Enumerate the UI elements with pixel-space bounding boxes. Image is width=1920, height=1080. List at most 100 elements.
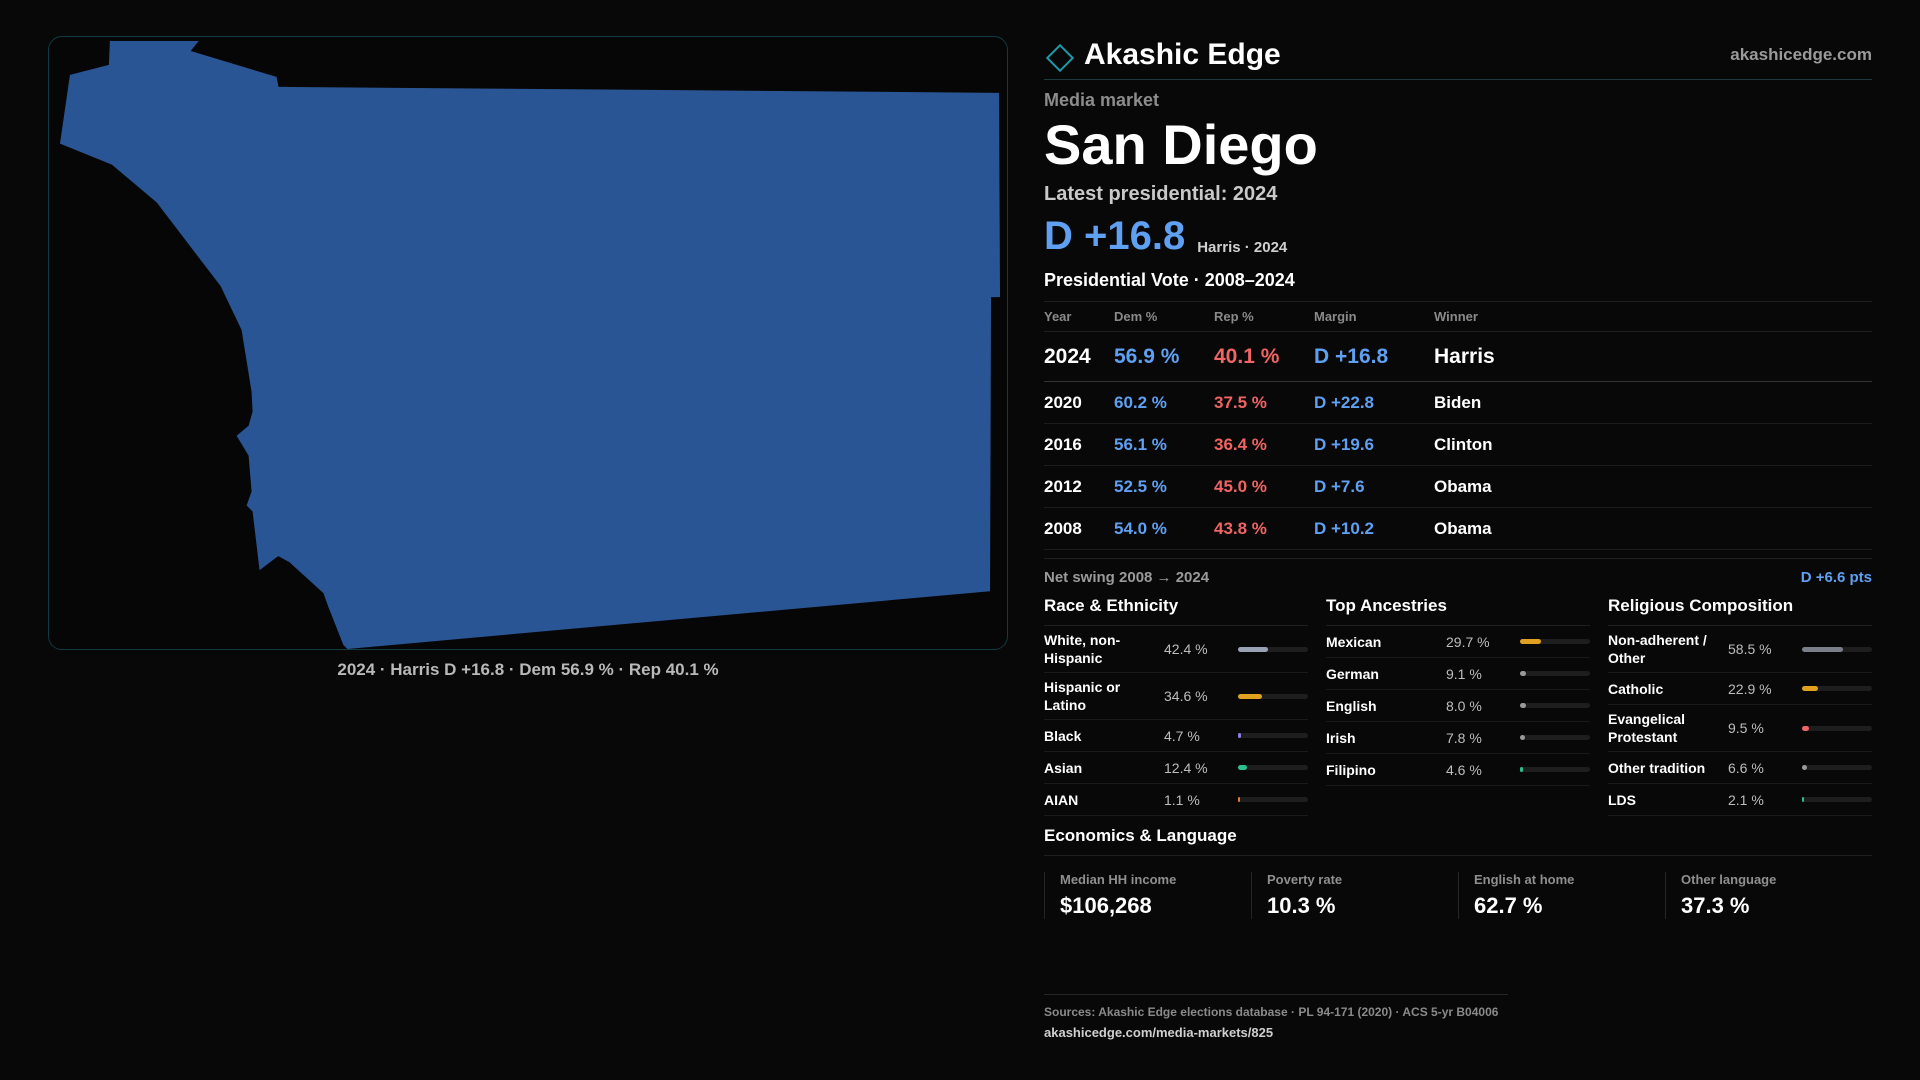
item-label: Filipino (1326, 761, 1376, 778)
diamond-icon (1045, 43, 1075, 72)
item-value: 29.7 % (1446, 633, 1490, 650)
item-bar (1238, 646, 1308, 652)
cell-margin: D +22.8 (1314, 381, 1434, 424)
item-label: White, non-Hispanic (1044, 632, 1121, 666)
item-bar (1802, 765, 1872, 770)
item-bar (1802, 797, 1872, 802)
item-value: 34.6 % (1164, 688, 1208, 704)
headline-margin-value: D +16.8 (1044, 214, 1186, 258)
item-bar-fill (1238, 765, 1247, 770)
item-bar-fill (1802, 646, 1843, 652)
cell-rep: 37.5 % (1214, 381, 1314, 424)
market-shape[interactable] (59, 40, 1001, 649)
item-bar-fill (1802, 686, 1818, 691)
cell-margin: D +7.6 (1314, 465, 1434, 508)
table-row: 2020 60.2 % 37.5 % D +22.8 Biden (1044, 381, 1872, 424)
brand-name: Akashic Edge (1084, 37, 1281, 71)
item-bar (1238, 733, 1308, 738)
cell-rep: 43.8 % (1214, 507, 1314, 550)
list-item: Evangelical Protestant 9.5 % (1608, 705, 1872, 752)
item-value: 6.6 % (1728, 759, 1764, 776)
stat-poverty-rate: Poverty rate 10.3 % (1251, 872, 1458, 919)
religion-title: Religious Composition (1608, 596, 1872, 626)
item-bar (1520, 735, 1590, 740)
ancestry-section: Top Ancestries Mexican 29.7 % German 9.1… (1326, 596, 1590, 816)
table-row: 2016 56.1 % 36.4 % D +19.6 Clinton (1044, 423, 1872, 466)
item-bar (1238, 765, 1308, 770)
headline-margin-sub: Harris · 2024 (1197, 239, 1288, 256)
info-panel: Akashic Edge akashicedge.com Media marke… (1044, 30, 1872, 919)
market-map[interactable] (49, 37, 1007, 649)
list-item: Mexican 29.7 % (1326, 626, 1590, 658)
cell-winner: Biden (1434, 381, 1872, 424)
cell-dem: 60.2 % (1114, 381, 1214, 424)
item-label: Mexican (1326, 633, 1382, 650)
list-item: English 8.0 % (1326, 690, 1590, 722)
list-item: German 9.1 % (1326, 658, 1590, 690)
stat-value: $106,268 (1060, 893, 1152, 918)
item-value: 2.1 % (1728, 791, 1764, 808)
list-item: Irish 7.8 % (1326, 722, 1590, 754)
list-item: Other tradition 6.6 % (1608, 752, 1872, 784)
market-kicker: Media market (1044, 90, 1160, 110)
map-caption: 2024 · Harris D +16.8 · Dem 56.9 % · Rep… (337, 660, 719, 679)
cell-year: 2012 (1044, 465, 1114, 508)
item-label: Black (1044, 727, 1082, 744)
demographics: Race & Ethnicity White, non-Hispanic 42.… (1044, 596, 1872, 816)
item-value: 4.6 % (1446, 761, 1482, 778)
cell-dem: 52.5 % (1114, 465, 1214, 508)
item-value: 4.7 % (1164, 727, 1200, 744)
item-label: Asian (1044, 759, 1083, 776)
cell-rep: 45.0 % (1214, 465, 1314, 508)
item-bar-fill (1238, 733, 1241, 738)
permalink[interactable]: akashicedge.com/media-markets/825 (1044, 1025, 1274, 1040)
brand-url-link[interactable]: akashicedge.com (1730, 44, 1872, 64)
cell-winner: Harris (1434, 331, 1872, 382)
item-bar (1520, 767, 1590, 772)
net-swing-value: D +6.6 pts (1800, 569, 1872, 586)
item-bar (1802, 646, 1872, 652)
cell-winner: Obama (1434, 507, 1872, 550)
votes-table: Year Dem % Rep % Margin Winner 2024 56.9… (1044, 301, 1872, 550)
item-value: 42.4 % (1164, 641, 1208, 657)
list-item: Asian 12.4 % (1044, 752, 1308, 784)
item-bar-fill (1520, 639, 1541, 644)
cell-year: 2008 (1044, 507, 1114, 550)
cell-dem: 54.0 % (1114, 507, 1214, 550)
economics-title: Economics & Language (1044, 826, 1872, 856)
item-value: 7.8 % (1446, 729, 1482, 746)
item-bar (1520, 671, 1590, 676)
stat-label: Median HH income (1060, 872, 1177, 887)
table-row: 2024 56.9 % 40.1 % D +16.8 Harris (1044, 331, 1872, 382)
list-item: AIAN 1.1 % (1044, 784, 1308, 816)
net-swing-label: Net swing 2008 → 2024 (1044, 569, 1210, 586)
item-bar-fill (1802, 797, 1804, 802)
list-item: Filipino 4.6 % (1326, 754, 1590, 786)
item-value: 22.9 % (1728, 680, 1772, 697)
item-label: LDS (1608, 791, 1636, 808)
votes-header-row: Year Dem % Rep % Margin Winner (1044, 301, 1872, 332)
table-row: 2008 54.0 % 43.8 % D +10.2 Obama (1044, 507, 1872, 550)
item-label: Irish (1326, 729, 1356, 746)
stat-other-language: Other language 37.3 % (1665, 872, 1872, 919)
cell-winner: Clinton (1434, 423, 1872, 466)
col-year: Year (1044, 301, 1114, 332)
race-section: Race & Ethnicity White, non-Hispanic 42.… (1044, 596, 1308, 816)
map-panel[interactable] (48, 36, 1008, 650)
list-item: Black 4.7 % (1044, 720, 1308, 752)
item-bar (1238, 693, 1308, 699)
stat-value: 62.7 % (1474, 893, 1543, 918)
footer: Sources: Akashic Edge elections database… (1044, 994, 1508, 1040)
brand[interactable]: Akashic Edge (1044, 38, 1281, 72)
item-bar-fill (1520, 703, 1526, 708)
item-value: 58.5 % (1728, 641, 1772, 657)
item-bar-fill (1520, 767, 1523, 772)
economics-stats: Median HH income $106,268 Poverty rate 1… (1044, 872, 1872, 919)
list-item: Hispanic or Latino 34.6 % (1044, 673, 1308, 720)
net-swing: Net swing 2008 → 2024 D +6.6 pts (1044, 558, 1872, 586)
item-bar (1238, 797, 1308, 802)
item-label: Non-adherent / Other (1608, 632, 1707, 666)
item-label: AIAN (1044, 791, 1079, 808)
cell-margin: D +16.8 (1314, 331, 1434, 382)
item-value: 9.5 % (1728, 720, 1764, 736)
